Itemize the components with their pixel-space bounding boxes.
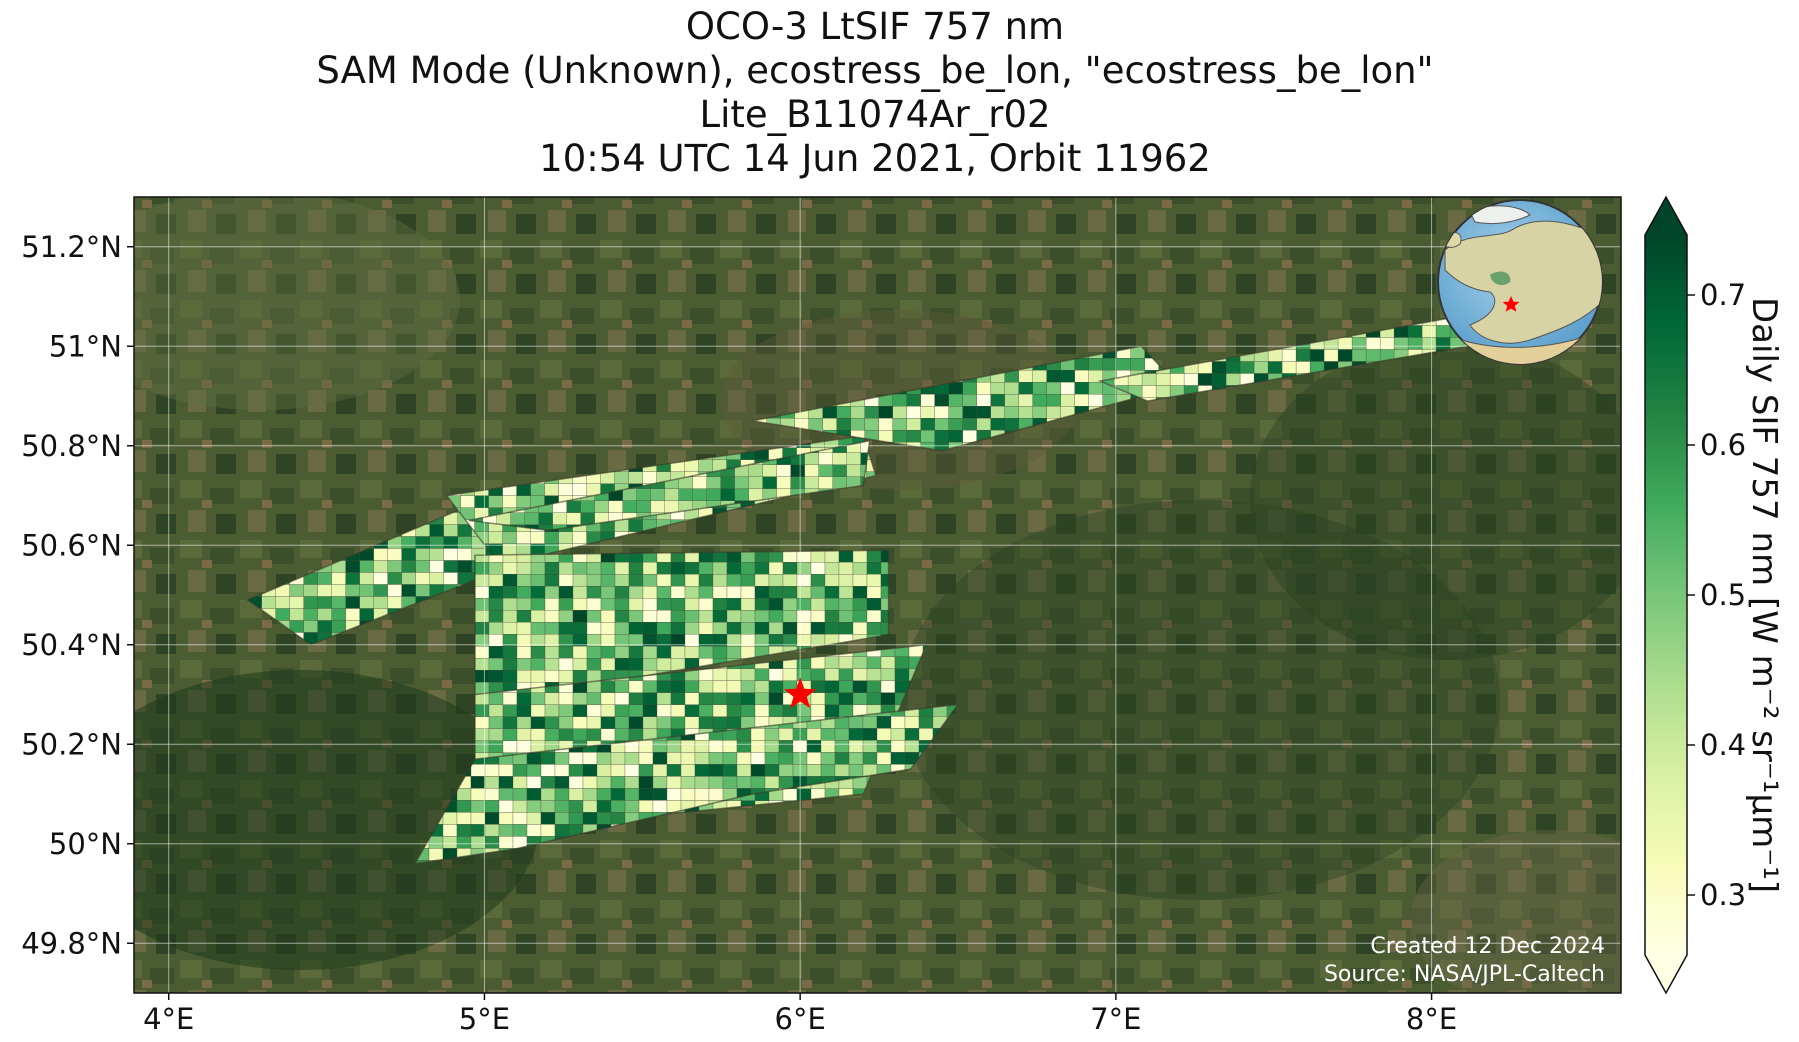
title-line-3: Lite_B11074Ar_r02: [699, 93, 1051, 136]
lat-tick-label: 50.8°N: [21, 429, 122, 463]
basemap-variation: [134, 197, 1621, 993]
lon-tick-label: 4°E: [143, 1002, 194, 1036]
colorbar-label: Daily SIF 757 nm [W m⁻² sr⁻¹μm⁻¹]: [1744, 297, 1784, 893]
gridlines: [134, 197, 1621, 993]
credit-created: Created 12 Dec 2024: [1370, 934, 1605, 959]
lat-tick-label: 51°N: [49, 329, 122, 363]
lon-tick-label: 6°E: [775, 1002, 826, 1036]
colorbar-tick-label: 0.7: [1700, 278, 1746, 312]
lon-tick-label: 8°E: [1406, 1002, 1457, 1036]
globe-marker-icon: [1502, 296, 1520, 312]
colorbar-extend-max: [1645, 197, 1687, 235]
colorbar-outline: [1644, 195, 1688, 995]
lon-tick-label: 7°E: [1090, 1002, 1141, 1036]
title-line-2: SAM Mode (Unknown), ecostress_be_lon, "e…: [316, 49, 1434, 92]
colorbar-tick-label: 0.4: [1700, 728, 1746, 762]
colorbar-gradient: [1645, 235, 1687, 955]
title-line-1: OCO-3 LtSIF 757 nm: [685, 5, 1065, 48]
colorbar-ticks: 0.3 0.4 0.5 0.6 0.7: [1687, 278, 1746, 912]
target-star-icon: [784, 677, 817, 709]
target-marker-layer: [784, 677, 817, 709]
lon-tick-label: 5°E: [459, 1002, 510, 1036]
map-frame: [133, 196, 1622, 994]
axis-ticks: 4°E 5°E 6°E 7°E 8°E 49.8°N 50°N 50.2°N 50.4°N 50.…: [21, 230, 1457, 1036]
lat-tick-label: 50.4°N: [21, 628, 122, 662]
colorbar-tick-label: 0.6: [1700, 428, 1746, 462]
lat-tick-label: 50.6°N: [21, 528, 122, 562]
lat-tick-label: 49.8°N: [21, 926, 122, 960]
lat-tick-label: 50°N: [49, 827, 122, 861]
map-area: 4°E 5°E 6°E 7°E 8°E 49.8°N 50°N 50.2°N 50.4°N 50.…: [21, 196, 1622, 1036]
colorbar-tick-label: 0.5: [1700, 578, 1746, 612]
colorbar: 0.3 0.4 0.5 0.6 0.7 Daily SIF 757 nm [W m⁻² …: [1644, 195, 1784, 995]
credit-source: Source: NASA/JPL-Caltech: [1324, 962, 1605, 987]
colorbar-extend-min: [1645, 955, 1687, 993]
colorbar-tick-label: 0.3: [1700, 878, 1746, 912]
lat-tick-label: 50.2°N: [21, 727, 122, 761]
lat-tick-label: 51.2°N: [21, 230, 122, 264]
title-line-4: 10:54 UTC 14 Jun 2021, Orbit 11962: [539, 137, 1211, 180]
